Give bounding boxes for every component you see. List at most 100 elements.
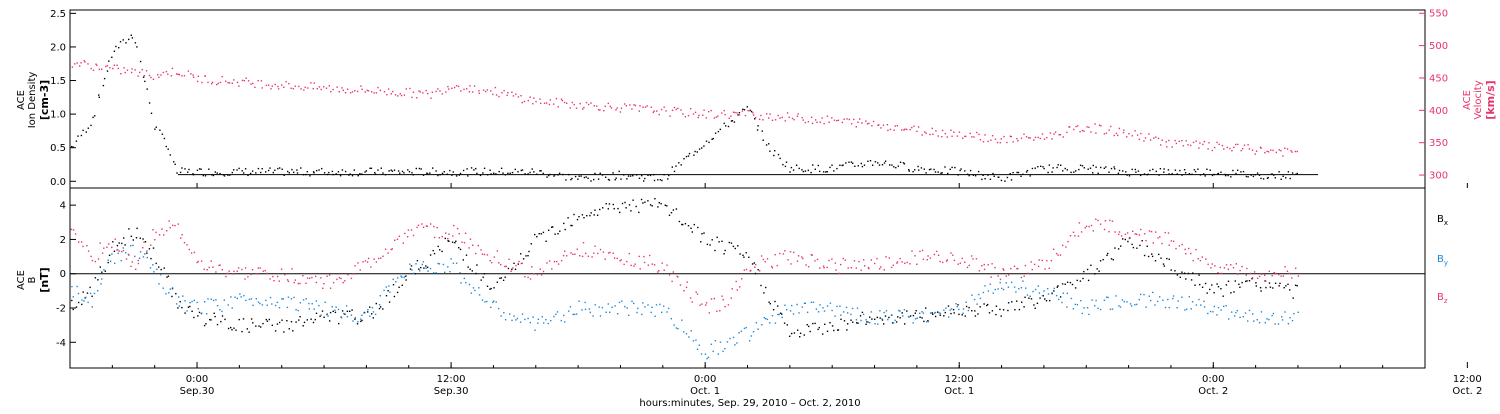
- velocity-point: [932, 133, 934, 135]
- density-point: [1070, 171, 1072, 174]
- bz-point: [135, 268, 137, 270]
- density-point: [893, 166, 895, 168]
- by-point: [732, 336, 735, 339]
- density-point: [902, 162, 905, 164]
- velocity-point: [375, 92, 378, 94]
- bx-point: [857, 322, 859, 324]
- bx-point: [1007, 309, 1009, 312]
- density-point: [458, 174, 460, 176]
- bx-point: [378, 307, 381, 310]
- velocity-point: [517, 96, 520, 98]
- density-point: [891, 164, 893, 166]
- velocity-point: [455, 85, 458, 87]
- bx-point: [675, 208, 678, 210]
- by-point: [726, 341, 729, 343]
- bz-point: [689, 297, 692, 299]
- by-point: [527, 317, 529, 320]
- velocity-point: [1143, 140, 1145, 142]
- by-point: [1274, 323, 1276, 325]
- density-point: [486, 174, 489, 176]
- by-point: [677, 328, 679, 330]
- velocity-point: [710, 109, 712, 112]
- bz-point: [609, 251, 611, 254]
- density-point: [212, 174, 215, 177]
- velocity-point: [946, 136, 948, 138]
- bx-point: [596, 214, 599, 216]
- velocity-label-line1: ACE: [1462, 90, 1473, 110]
- velocity-point: [141, 68, 143, 71]
- by-point: [842, 311, 845, 313]
- bx-point: [1292, 297, 1294, 299]
- bz-point: [500, 263, 502, 266]
- bz-point: [764, 261, 766, 263]
- bx-point: [1274, 282, 1277, 284]
- bz-point: [486, 254, 489, 256]
- bx-point: [545, 240, 547, 242]
- bx-point: [1030, 298, 1033, 300]
- by-point: [184, 300, 186, 302]
- velocity-point: [96, 64, 98, 66]
- bx-point: [734, 247, 736, 250]
- density-point: [1108, 171, 1110, 173]
- density-point: [204, 175, 207, 177]
- velocity-point: [117, 67, 119, 70]
- by-point: [881, 318, 883, 320]
- velocity-point: [871, 125, 873, 127]
- by-point: [276, 301, 278, 304]
- velocity-point: [607, 102, 609, 105]
- bz-point: [790, 263, 792, 265]
- density-point: [1171, 173, 1173, 175]
- by-point: [91, 306, 93, 308]
- by-point: [1091, 299, 1093, 301]
- bz-point: [131, 261, 133, 263]
- velocity-point: [453, 86, 456, 89]
- by-point: [468, 283, 471, 286]
- by-point: [979, 297, 982, 300]
- density-point: [426, 172, 428, 174]
- by-point: [757, 328, 759, 330]
- by-point: [685, 333, 688, 335]
- density-point: [782, 163, 784, 166]
- density-point: [987, 174, 989, 176]
- by-point: [519, 321, 522, 323]
- density-point: [455, 175, 458, 177]
- bz-point: [952, 254, 954, 256]
- density-point: [1287, 171, 1290, 173]
- by-point: [125, 252, 127, 254]
- density-point: [680, 164, 682, 166]
- bx-point: [321, 310, 324, 312]
- bz-point: [218, 264, 220, 267]
- velocity-point: [801, 117, 803, 119]
- bz-point: [855, 267, 857, 269]
- density-point: [982, 174, 984, 176]
- by-point: [1002, 288, 1005, 291]
- bx-point: [1220, 288, 1222, 290]
- by-point: [1159, 296, 1161, 298]
- by-point: [1277, 323, 1280, 325]
- velocity-point: [1198, 147, 1200, 149]
- bz-point: [896, 262, 898, 264]
- density-point: [627, 175, 630, 177]
- bx-point: [113, 250, 116, 252]
- velocity-point: [109, 67, 111, 69]
- density-point: [403, 172, 405, 174]
- bx-point: [654, 198, 656, 200]
- velocity-point: [857, 121, 859, 123]
- bx-point: [883, 323, 885, 325]
- bz-point: [997, 275, 999, 277]
- density-point: [761, 130, 763, 132]
- bz-point: [745, 268, 748, 271]
- bz-point: [602, 251, 605, 253]
- bz-point: [183, 242, 186, 244]
- bz-point: [784, 250, 786, 252]
- bx-point: [559, 230, 561, 232]
- density-point: [857, 165, 859, 167]
- bx-point: [1287, 283, 1289, 285]
- velocity-point: [539, 98, 541, 100]
- density-point: [467, 175, 469, 177]
- density-point: [500, 167, 503, 169]
- by-point: [1154, 304, 1156, 306]
- by-point: [599, 315, 602, 317]
- bz-point: [1013, 265, 1016, 267]
- bz-point: [208, 266, 210, 269]
